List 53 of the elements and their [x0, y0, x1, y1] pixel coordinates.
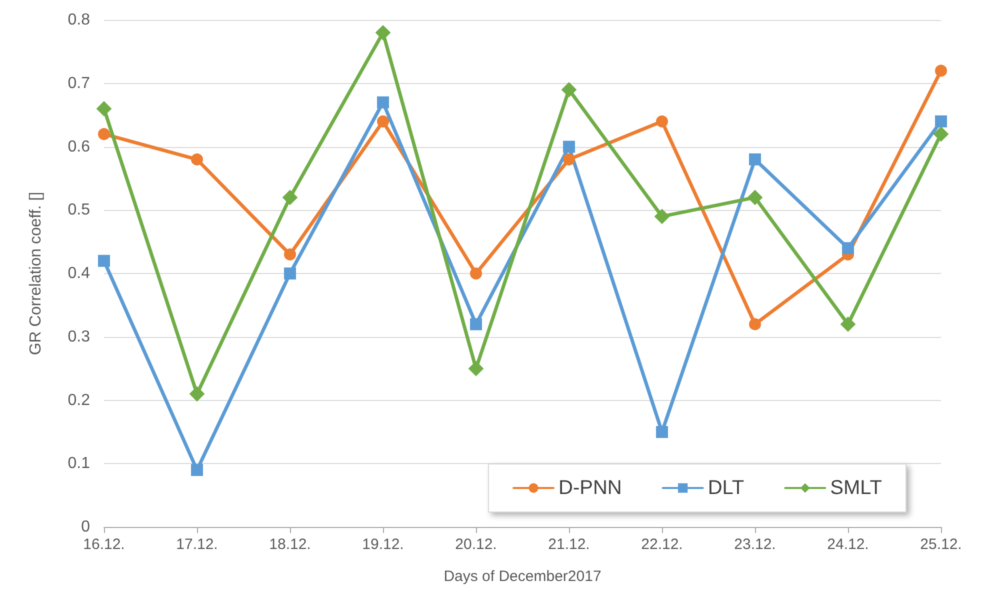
point	[284, 248, 296, 260]
legend-label: D-PNN	[558, 477, 622, 499]
y-tick-label: 0.5	[68, 202, 90, 219]
point	[562, 82, 576, 98]
x-tick-label: 19.12.	[362, 536, 404, 553]
x-tick-label: 20.12.	[455, 536, 497, 553]
y-tick-label: 0.2	[68, 392, 90, 409]
point	[468, 361, 484, 376]
x-tick-label: 18.12.	[269, 536, 311, 553]
y-tick-label: 0.4	[68, 265, 90, 282]
point	[470, 268, 482, 280]
point	[98, 254, 110, 267]
point	[656, 426, 668, 438]
point	[377, 115, 389, 128]
point	[98, 128, 110, 140]
point	[654, 208, 670, 224]
x-tick-label: 16.12.	[83, 536, 125, 553]
point	[749, 318, 761, 330]
point	[842, 242, 854, 254]
x-tick-label: 23.12.	[734, 536, 776, 553]
point	[284, 268, 296, 280]
y-tick-label: 0.7	[68, 74, 90, 92]
point	[377, 96, 389, 108]
point	[470, 318, 482, 330]
point	[191, 153, 203, 166]
x-tick-label: 17.12.	[176, 536, 218, 553]
y-tick-label: 0.8	[68, 12, 90, 28]
x-tick-label: 25.12.	[920, 536, 962, 553]
y-tick-label: 0.6	[68, 138, 90, 156]
x-tick-label: 24.12.	[827, 536, 869, 553]
point	[840, 316, 856, 332]
point	[748, 190, 762, 205]
y-tick-label: 0	[81, 518, 90, 536]
point	[935, 64, 947, 77]
point	[656, 115, 668, 128]
point	[934, 126, 948, 142]
legend-label: DLT	[708, 477, 744, 499]
point	[563, 140, 575, 153]
y-tick-label: 0.3	[68, 328, 90, 346]
point	[282, 190, 298, 205]
x-axis-title: Days of December2017	[444, 568, 602, 585]
point	[96, 101, 112, 116]
x-tick-label: 22.12.	[641, 536, 683, 553]
point	[191, 464, 203, 476]
point	[563, 153, 575, 166]
x-tick-label: 21.12.	[548, 536, 590, 553]
point	[376, 25, 390, 40]
point	[935, 115, 947, 128]
point	[190, 386, 204, 402]
y-axis-title: GR Correlation coeff. []	[28, 192, 44, 356]
point	[749, 153, 761, 166]
y-tick-label: 0.1	[68, 455, 90, 472]
legend-label: SMLT	[830, 477, 882, 499]
